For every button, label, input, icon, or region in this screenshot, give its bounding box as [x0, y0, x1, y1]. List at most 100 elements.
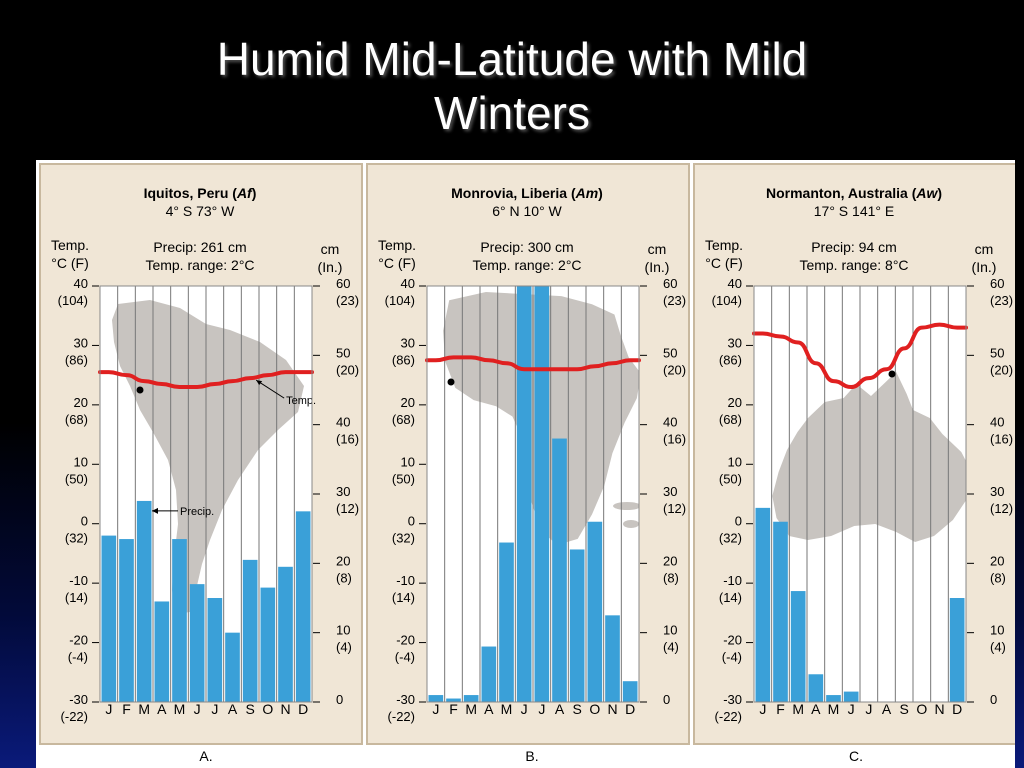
precip-tick-label-cm: 30	[663, 484, 677, 499]
precip-bar	[773, 521, 788, 702]
precip-tick-label-in: (4)	[336, 640, 352, 655]
precip-bar	[101, 535, 117, 702]
month-label: M	[465, 701, 477, 717]
right-axis-title: cm	[321, 241, 340, 257]
precip-total: Precip: 300 cm	[480, 239, 573, 255]
precip-tick-label-in: (23)	[336, 293, 359, 308]
temp-tick-label-f: (-22)	[388, 709, 415, 724]
precip-tick-label-cm: 60	[663, 276, 677, 291]
left-axis-title: Temp.	[51, 237, 89, 253]
precip-tick-label-in: (4)	[990, 640, 1006, 655]
month-label: S	[899, 701, 908, 717]
temp-annotation-arrow	[256, 380, 263, 386]
island-shape	[623, 520, 639, 528]
month-label: S	[572, 701, 581, 717]
temp-tick-label-f: (86)	[719, 352, 742, 367]
right-axis-title: cm	[648, 241, 667, 257]
precip-bar	[278, 566, 293, 702]
temp-tick-label-c: -30	[723, 692, 742, 707]
precip-tick-label-in: (16)	[336, 432, 359, 447]
temp-tick-label-c: 30	[401, 335, 415, 350]
precip-bar	[242, 559, 258, 702]
month-label: O	[916, 701, 927, 717]
climograph-panel: Normanton, Australia (Aw) 17° S 141° E Pre…	[693, 163, 1015, 745]
plot-border	[99, 285, 313, 703]
temp-tick-label-f: (14)	[65, 590, 88, 605]
temp-tick-label-c: 20	[401, 395, 415, 410]
temp-tick-label-f: (-22)	[715, 709, 742, 724]
month-label: D	[625, 701, 635, 717]
month-label: F	[449, 701, 458, 717]
temp-range: Temp. range: 2°C	[145, 257, 254, 273]
precip-tick-label-cm: 50	[336, 345, 350, 360]
precip-tick-label-in: (20)	[990, 362, 1013, 377]
precip-tick-label-in: (8)	[990, 570, 1006, 585]
temp-tick-label-f: (14)	[392, 590, 415, 605]
precip-bar	[189, 584, 205, 702]
precip-tick-label-in: (20)	[336, 362, 359, 377]
temp-tick-label-f: (50)	[65, 471, 88, 486]
temp-tick-label-c: 30	[74, 335, 88, 350]
climograph-panel: Iquitos, Peru (Af) 4° S 73° W Precip: 261 …	[39, 163, 363, 745]
temp-tick-label-f: (50)	[392, 471, 415, 486]
precip-bar	[207, 598, 223, 702]
left-axis-unit: °C (F)	[378, 255, 415, 271]
plot-border	[753, 285, 967, 703]
temp-tick-label-c: -10	[723, 573, 742, 588]
climograph-figure: Iquitos, Peru (Af) 4° S 73° W Precip: 261 …	[36, 160, 1015, 768]
left-axis-title: Temp.	[705, 237, 743, 253]
temp-tick-label-f: (68)	[719, 412, 742, 427]
precip-bar	[790, 591, 806, 702]
precip-tick-label-cm: 50	[663, 345, 677, 360]
precip-tick-label-cm: 0	[663, 692, 670, 707]
month-label: N	[607, 701, 617, 717]
month-label: A	[811, 701, 821, 717]
precip-tick-label-cm: 10	[663, 623, 677, 638]
plot-area	[425, 285, 641, 703]
precip-tick-label-cm: 20	[990, 553, 1004, 568]
precip-bar	[534, 286, 550, 702]
station-dot	[136, 386, 144, 394]
slide-title-line-1: Humid Mid-Latitude with Mild	[216, 33, 808, 85]
island-shape	[613, 502, 639, 510]
temp-tick-label-c: 10	[728, 454, 742, 469]
precip-tick-label-in: (4)	[663, 640, 679, 655]
precip-tick-label-cm: 10	[990, 623, 1004, 638]
temp-tick-label-f: (68)	[65, 412, 88, 427]
station-heading: Normanton, Australia (Aw)	[766, 185, 942, 201]
temp-tick-label-c: -10	[69, 573, 88, 588]
month-label: J	[521, 701, 528, 717]
precip-tick-label-cm: 60	[990, 276, 1004, 291]
precip-bar	[755, 507, 771, 702]
precip-bar	[622, 681, 638, 702]
month-label: M	[828, 701, 840, 717]
station-dot	[888, 370, 896, 378]
precip-tick-label-cm: 40	[990, 415, 1004, 430]
precip-bar	[154, 601, 170, 702]
month-label: M	[138, 701, 150, 717]
temp-tick-label-c: 40	[728, 276, 742, 291]
precip-tick-label-cm: 30	[990, 484, 1004, 499]
month-label: N	[280, 701, 290, 717]
plot-area: Temp. Precip.	[98, 285, 316, 703]
temp-tick-label-c: 0	[408, 514, 415, 529]
temp-tick-label-f: (-4)	[395, 650, 415, 665]
temp-tick-label-c: 20	[74, 395, 88, 410]
month-label: J	[848, 701, 855, 717]
month-label: A	[555, 701, 565, 717]
precip-tick-label-cm: 40	[336, 415, 350, 430]
month-label: O	[262, 701, 273, 717]
temperature-line	[98, 370, 314, 390]
station-dot	[447, 378, 455, 386]
precip-bar	[260, 587, 276, 702]
precip-bar	[843, 691, 859, 702]
precip-annotation-arrow	[152, 507, 158, 514]
right-axis-unit: (In.)	[318, 259, 343, 275]
right-axis-title: cm	[975, 241, 994, 257]
month-label: S	[245, 701, 254, 717]
precip-tick-label-in: (12)	[663, 501, 686, 516]
month-label: J	[865, 701, 872, 717]
temp-tick-label-c: -20	[396, 633, 415, 648]
precip-bar	[552, 438, 567, 702]
station-heading: Iquitos, Peru (Af)	[144, 185, 257, 201]
